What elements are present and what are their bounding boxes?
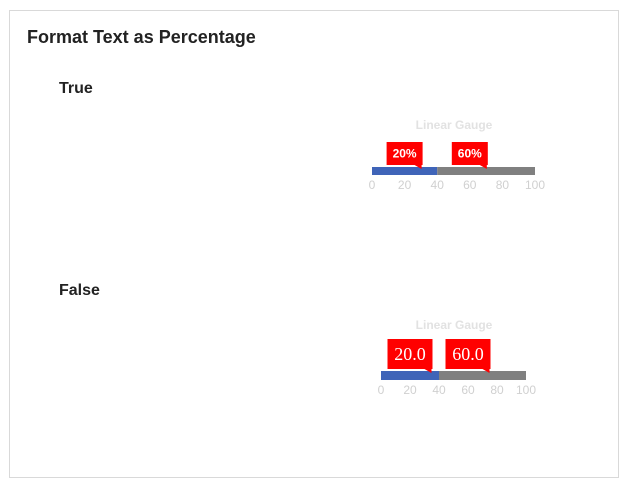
tick-label: 80: [490, 383, 504, 397]
gauge-band-1: [439, 371, 526, 380]
gauge-true: Linear Gauge 0 20 40 60 80 100 20% 60%: [350, 103, 550, 193]
pointer-box: [387, 339, 433, 369]
pointer-tail: [479, 165, 487, 169]
tick-label: 0: [369, 178, 376, 192]
gauge-band-0: [381, 371, 439, 380]
tick-label: 100: [525, 178, 545, 192]
format-text-percentage-card: Format Text as Percentage True Linear Ga…: [9, 10, 619, 478]
pointer-callout-1: 60.0: [445, 339, 491, 373]
gauge-band-0: [372, 167, 438, 175]
card-title: Format Text as Percentage: [27, 27, 256, 47]
tick-label: 40: [431, 178, 445, 192]
pointer-label: 60%: [458, 147, 482, 161]
pointer-label: 20%: [393, 147, 417, 161]
pointer-box: [451, 142, 488, 165]
tick-label: 80: [496, 178, 510, 192]
section-label-false: False: [59, 282, 100, 299]
pointer-box: [386, 142, 423, 165]
pointer-tail: [424, 369, 432, 373]
tick-label: 20: [398, 178, 412, 192]
pointer-callout-0: 20%: [386, 142, 423, 169]
gauge-false: Linear Gauge 0 20 40 60 80 100 20.0 60.0: [350, 303, 550, 397]
gauge-title: Linear Gauge: [416, 318, 493, 332]
pointer-tail: [482, 369, 490, 373]
tick-label: 20: [403, 383, 417, 397]
tick-label: 100: [516, 383, 536, 397]
tick-label: 60: [463, 178, 477, 192]
linear-gauge-true: Linear Gauge 0 20 40 60 80 100 20% 60%: [369, 118, 546, 192]
gauge-title: Linear Gauge: [416, 118, 493, 132]
pointer-callout-1: 60%: [451, 142, 488, 169]
section-label-true: True: [59, 80, 93, 97]
pointer-tail: [414, 165, 422, 169]
tick-label: 0: [378, 383, 385, 397]
tick-label: 40: [432, 383, 446, 397]
pointer-callout-0: 20.0: [387, 339, 433, 373]
tick-label: 60: [461, 383, 475, 397]
gauge-band-1: [437, 167, 535, 175]
linear-gauge-false: Linear Gauge 0 20 40 60 80 100 20.0 60.0: [378, 318, 537, 397]
pointer-label: 20.0: [394, 344, 426, 364]
pointer-box: [445, 339, 491, 369]
pointer-label: 60.0: [452, 344, 484, 364]
